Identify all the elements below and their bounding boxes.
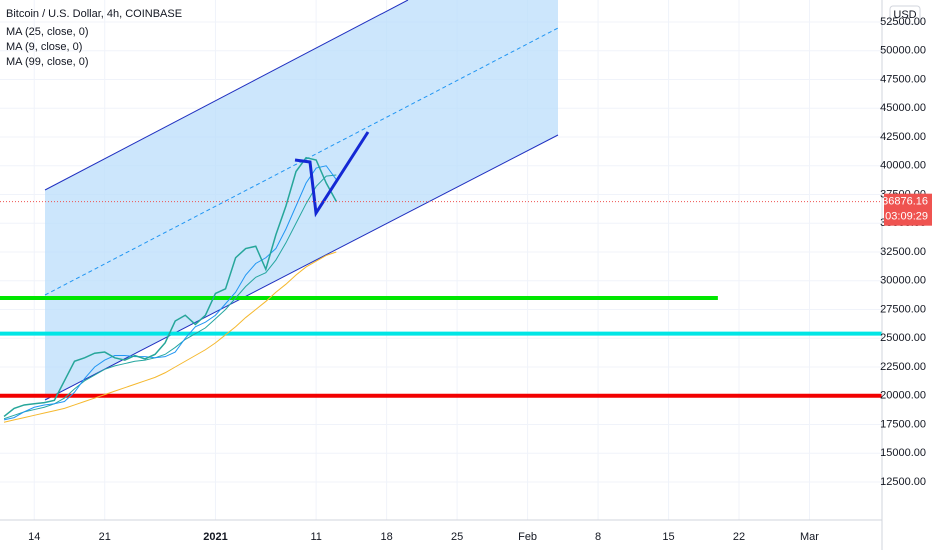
last-price-box xyxy=(884,193,932,226)
x-tick-label: 8 xyxy=(595,531,601,543)
x-tick-label: 22 xyxy=(733,531,745,543)
legend-entry: MA (25, close, 0) xyxy=(6,26,89,38)
y-tick-label: 42500.00 xyxy=(880,131,926,143)
y-tick-label: 15000.00 xyxy=(880,447,926,459)
chart-title: Bitcoin / U.S. Dollar, 4h, COINBASE xyxy=(6,8,182,20)
plot xyxy=(0,156,882,423)
channel-fill xyxy=(45,0,558,400)
y-tick-label: 25000.00 xyxy=(880,332,926,344)
legend-entry: MA (99, close, 0) xyxy=(6,56,89,68)
y-tick-label: 17500.00 xyxy=(880,418,926,430)
y-tick-label: 20000.00 xyxy=(880,390,926,402)
channel-upper xyxy=(44,0,409,191)
x-tick-label: 11 xyxy=(310,531,321,543)
y-tick-label: 45000.00 xyxy=(880,102,926,114)
ma-line xyxy=(3,174,337,420)
x-tick-label: 25 xyxy=(451,531,463,543)
y-tick-label: 27500.00 xyxy=(880,303,926,315)
ma-line xyxy=(3,165,337,421)
price-line xyxy=(3,156,337,418)
countdown-label: 03:09:29 xyxy=(885,211,928,223)
x-tick-label: 21 xyxy=(99,531,111,543)
last-price-label: 36876.16 xyxy=(882,196,928,208)
x-tick-label: 2021 xyxy=(203,531,227,543)
y-tick-label: 47500.00 xyxy=(880,73,926,85)
y-tick-label: 40000.00 xyxy=(880,160,926,172)
legend-entry: MA (9, close, 0) xyxy=(6,41,82,53)
y-tick-label: 32500.00 xyxy=(880,246,926,258)
x-tick-label: 18 xyxy=(381,531,393,543)
x-tick-label: Feb xyxy=(518,531,537,543)
y-tick-label: 30000.00 xyxy=(880,275,926,287)
currency-box[interactable] xyxy=(889,5,921,25)
ma-line xyxy=(3,251,337,423)
y-tick-label: 22500.00 xyxy=(880,361,926,373)
x-tick-label: 14 xyxy=(28,531,40,543)
y-tick-label: 12500.00 xyxy=(880,476,926,488)
x-tick-label: Mar xyxy=(800,531,819,543)
currency[interactable]: USD xyxy=(893,9,916,21)
x-tick-label: 15 xyxy=(662,531,674,543)
y-tick-label: 50000.00 xyxy=(880,45,926,57)
projection-drawing xyxy=(294,131,370,218)
y-tick-label: 52500.00 xyxy=(880,16,926,28)
